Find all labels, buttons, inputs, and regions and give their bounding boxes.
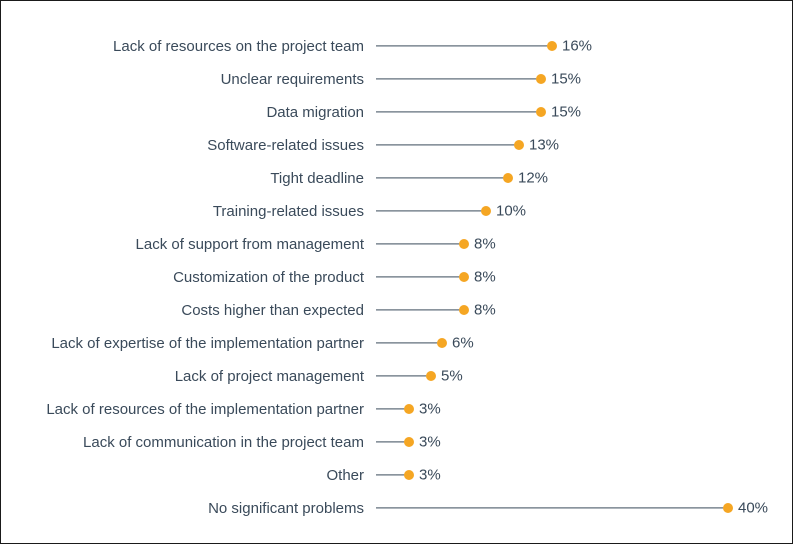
row-label: Other (1, 467, 364, 484)
row-dot (437, 338, 447, 348)
row-dot (536, 74, 546, 84)
row-value: 8% (474, 302, 496, 319)
row-label: No significant problems (1, 500, 364, 517)
row-value: 8% (474, 269, 496, 286)
row-bar (376, 177, 508, 178)
row-bar (376, 45, 552, 46)
row-value: 3% (419, 401, 441, 418)
chart-row: Lack of resources of the implementation … (1, 400, 772, 418)
chart-row: Unclear requirements 15% (1, 70, 772, 88)
chart-row: Costs higher than expected 8% (1, 301, 772, 319)
row-label: Unclear requirements (1, 71, 364, 88)
row-label: Lack of communication in the project tea… (1, 434, 364, 451)
row-dot (547, 41, 557, 51)
row-bar (376, 309, 464, 310)
row-bar (376, 342, 442, 343)
row-bar (376, 111, 541, 112)
row-dot (481, 206, 491, 216)
row-value: 3% (419, 434, 441, 451)
row-dot (459, 272, 469, 282)
row-value: 5% (441, 368, 463, 385)
row-dot (404, 404, 414, 414)
row-value: 13% (529, 137, 559, 154)
row-value: 40% (738, 500, 768, 517)
row-dot (459, 305, 469, 315)
row-label: Lack of resources of the implementation … (1, 401, 364, 418)
row-value: 12% (518, 170, 548, 187)
row-dot (426, 371, 436, 381)
row-bar (376, 210, 486, 211)
row-label: Lack of project management (1, 368, 364, 385)
row-value: 10% (496, 203, 526, 220)
chart-row: Lack of support from management 8% (1, 235, 772, 253)
row-bar (376, 507, 728, 508)
row-label: Training-related issues (1, 203, 364, 220)
row-dot (723, 503, 733, 513)
chart-row: Customization of the product 8% (1, 268, 772, 286)
row-label: Tight deadline (1, 170, 364, 187)
chart-row: Software-related issues 13% (1, 136, 772, 154)
row-label: Lack of support from management (1, 236, 364, 253)
row-dot (514, 140, 524, 150)
row-label: Data migration (1, 104, 364, 121)
row-dot (503, 173, 513, 183)
row-bar (376, 78, 541, 79)
row-value: 6% (452, 335, 474, 352)
chart-row: Other 3% (1, 466, 772, 484)
row-value: 15% (551, 71, 581, 88)
chart-row: Lack of expertise of the implementation … (1, 334, 772, 352)
row-label: Costs higher than expected (1, 302, 364, 319)
chart-row: Lack of communication in the project tea… (1, 433, 772, 451)
row-bar (376, 243, 464, 244)
row-bar (376, 276, 464, 277)
row-bar (376, 375, 431, 376)
row-bar (376, 144, 519, 145)
row-dot (404, 470, 414, 480)
chart-row: Lack of resources on the project team 16% (1, 37, 772, 55)
chart-row: Lack of project management 5% (1, 367, 772, 385)
row-value: 16% (562, 38, 592, 55)
chart-row: Training-related issues 10% (1, 202, 772, 220)
row-dot (404, 437, 414, 447)
lollipop-chart: Lack of resources on the project team 16%… (1, 21, 772, 523)
row-value: 15% (551, 104, 581, 121)
row-value: 8% (474, 236, 496, 253)
row-dot (536, 107, 546, 117)
chart-row: Data migration 15% (1, 103, 772, 121)
chart-row: Tight deadline 12% (1, 169, 772, 187)
chart-row: No significant problems 40% (1, 499, 772, 517)
row-value: 3% (419, 467, 441, 484)
row-label: Lack of resources on the project team (1, 38, 364, 55)
chart-frame: Lack of resources on the project team 16%… (0, 0, 793, 544)
row-label: Customization of the product (1, 269, 364, 286)
row-label: Lack of expertise of the implementation … (1, 335, 364, 352)
row-label: Software-related issues (1, 137, 364, 154)
row-dot (459, 239, 469, 249)
